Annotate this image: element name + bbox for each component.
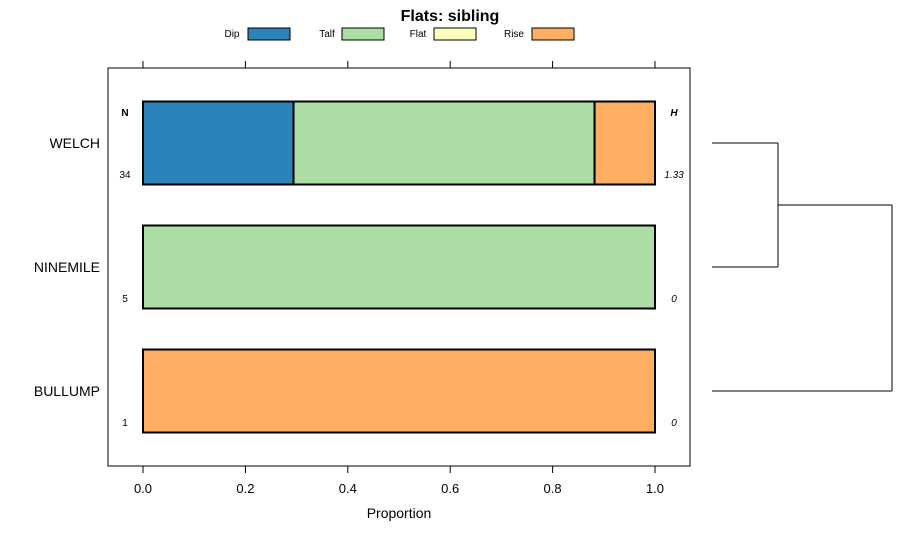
bar-segment-welch-rise: [593, 100, 656, 186]
x-tick-label: 0.4: [339, 481, 357, 496]
legend-label-talf: Talf: [319, 29, 335, 40]
bar-segment-welch-dip: [142, 100, 295, 186]
plot-frame: [107, 67, 691, 467]
bar-segment-bullump-rise: [142, 348, 656, 434]
h-value-ninemile: 0: [671, 294, 677, 305]
n-labels: N 34 5 1: [119, 108, 131, 429]
legend: Dip Talf Flat Rise: [224, 27, 575, 41]
x-tick-label: 0.6: [441, 481, 459, 496]
x-tick-label: 1.0: [646, 481, 664, 496]
category-label-bullump: BULLUMP: [34, 383, 100, 399]
legend-swatch-dip: [247, 27, 291, 41]
legend-swatch-talf: [341, 27, 385, 41]
bar-segment-ninemile-talf: [142, 224, 656, 310]
bar-outline-bullump: [142, 348, 656, 434]
category-labels: WELCH NINEMILE BULLUMP: [34, 135, 100, 399]
h-value-welch: 1.33: [664, 170, 684, 181]
dendrogram: [712, 142, 893, 392]
bar-outline-ninemile: [142, 224, 656, 310]
n-value-bullump: 1: [122, 418, 128, 429]
legend-swatch-rise: [531, 27, 575, 41]
h-value-bullump: 0: [671, 418, 677, 429]
x-axis-top: [142, 61, 656, 68]
bars: [142, 100, 656, 434]
legend-label-rise: Rise: [504, 29, 524, 40]
n-column-header: N: [121, 108, 128, 119]
x-axis-bottom: 0.0 0.2 0.4 0.6 0.8 1.0: [134, 466, 664, 496]
x-tick-label: 0.8: [544, 481, 562, 496]
x-tick-label: 0.2: [236, 481, 254, 496]
category-label-ninemile: NINEMILE: [34, 259, 100, 275]
n-value-ninemile: 5: [122, 294, 128, 305]
legend-label-flat: Flat: [410, 29, 427, 40]
h-labels: H 1.33 0 0: [664, 108, 684, 429]
category-label-welch: WELCH: [49, 135, 100, 151]
legend-swatch-flat: [433, 27, 477, 41]
bar-segment-welch-talf: [292, 100, 596, 186]
n-value-welch: 34: [119, 170, 131, 181]
x-tick-label: 0.0: [134, 481, 152, 496]
h-column-header: H: [670, 108, 678, 119]
legend-label-dip: Dip: [224, 29, 239, 40]
chart-title: Flats: sibling: [401, 8, 500, 25]
x-axis-label: Proportion: [367, 505, 432, 521]
bar-outline-welch: [142, 100, 656, 186]
